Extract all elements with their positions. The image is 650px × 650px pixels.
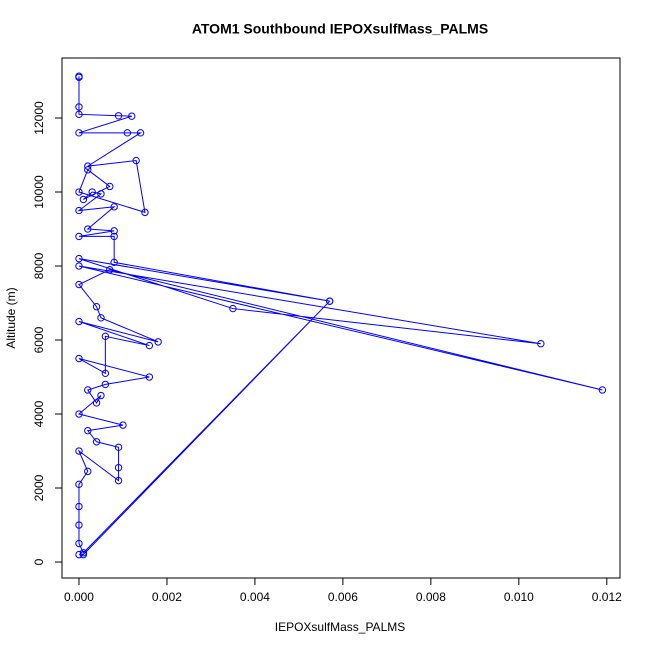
data-point xyxy=(75,354,83,363)
data-point xyxy=(75,410,83,418)
data-point xyxy=(92,438,101,446)
data-point xyxy=(75,73,83,82)
data-point xyxy=(75,521,83,529)
data-point xyxy=(75,188,83,196)
data-point xyxy=(75,129,83,137)
data-point xyxy=(141,208,149,217)
data-point xyxy=(114,463,123,472)
data-point xyxy=(84,426,92,435)
chart-title: ATOM1 Southbound IEPOXsulfMass_PALMS xyxy=(192,21,488,37)
x-tick-label: 0.000 xyxy=(64,590,94,604)
data-point xyxy=(75,447,83,455)
data-point xyxy=(75,254,83,263)
data-point xyxy=(136,129,145,137)
data-point xyxy=(325,297,334,305)
data-point xyxy=(84,225,92,233)
data-point xyxy=(75,280,83,289)
data-point xyxy=(75,550,83,559)
data-point xyxy=(110,227,118,235)
x-tick-label: 0.006 xyxy=(328,590,358,604)
data-point xyxy=(84,386,92,394)
data-point xyxy=(229,304,237,313)
x-tick-label: 0.004 xyxy=(240,590,270,604)
data-point xyxy=(84,467,92,476)
data-point xyxy=(145,341,154,350)
data-point xyxy=(114,443,123,452)
data-point xyxy=(132,156,140,165)
data-point xyxy=(101,332,110,341)
data-point xyxy=(79,550,88,559)
x-tick-label: 0.012 xyxy=(592,590,622,604)
data-point xyxy=(75,232,83,241)
data-point xyxy=(75,317,83,326)
y-tick-label: 6000 xyxy=(32,326,46,353)
data-point xyxy=(128,112,136,120)
y-tick-label: 12000 xyxy=(32,101,46,135)
data-point xyxy=(97,314,105,322)
y-tick-label: 4000 xyxy=(32,400,46,427)
data-point xyxy=(110,258,118,267)
plot-box xyxy=(61,57,621,579)
data-point xyxy=(97,391,105,400)
data-point xyxy=(79,195,88,204)
data-point xyxy=(101,380,110,389)
y-tick-label: 0 xyxy=(32,558,46,565)
y-axis-label: Altitude (m) xyxy=(4,287,18,348)
y-tick-label: 10000 xyxy=(32,175,46,209)
data-point xyxy=(92,303,101,311)
data-point xyxy=(75,502,83,511)
data-point xyxy=(598,386,607,394)
data-point xyxy=(110,232,118,241)
x-tick-label: 0.010 xyxy=(504,590,534,604)
x-tick-label: 0.008 xyxy=(416,590,446,604)
y-tick-label: 2000 xyxy=(32,474,46,501)
data-point xyxy=(154,338,162,346)
data-point xyxy=(106,266,114,274)
data-point xyxy=(97,190,105,198)
data-point xyxy=(88,188,96,196)
data-point xyxy=(92,399,101,407)
series-line xyxy=(77,76,603,556)
data-point xyxy=(75,539,83,548)
data-point xyxy=(84,162,92,170)
data-point xyxy=(84,166,92,174)
data-point xyxy=(119,421,127,429)
data-point xyxy=(114,476,123,485)
data-point xyxy=(75,206,83,215)
data-point xyxy=(114,112,123,120)
data-point xyxy=(75,480,83,489)
data-point xyxy=(145,373,154,381)
data-point xyxy=(101,369,110,378)
data-point xyxy=(106,182,114,191)
data-point xyxy=(75,262,83,270)
data-point xyxy=(537,340,545,348)
data-point xyxy=(75,103,83,111)
y-tick-label: 8000 xyxy=(32,252,46,279)
x-axis-label: IEPOXsulfMass_PALMS xyxy=(275,620,406,634)
data-point xyxy=(110,203,118,211)
data-point xyxy=(75,110,83,119)
x-tick-label: 0.002 xyxy=(152,590,182,604)
data-point xyxy=(123,129,132,137)
